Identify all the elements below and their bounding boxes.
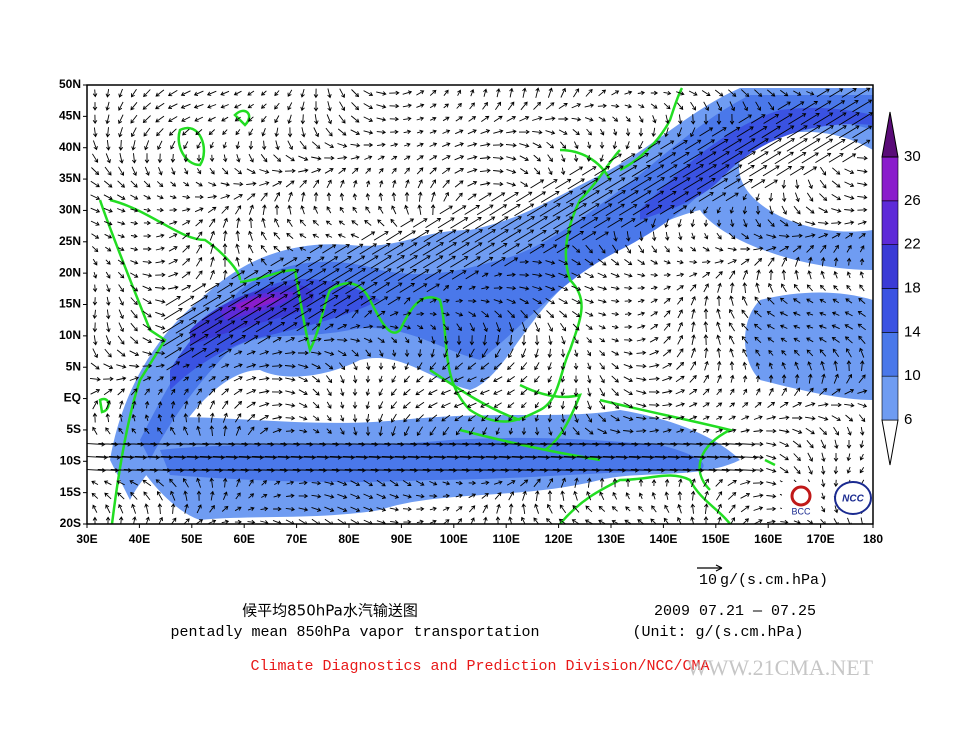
coast-australia — [559, 474, 732, 524]
colorbar-label: 30 — [904, 148, 921, 165]
vector-arrows — [87, 87, 873, 524]
watermark: WWW.21CMA.NET — [687, 655, 874, 680]
lat-label: 35N — [59, 171, 81, 185]
colorbar-box — [881, 156, 899, 202]
coastlines — [98, 87, 776, 524]
unit-note: (Unit: g/(s.cm.hPa) — [632, 624, 803, 641]
credit: Climate Diagnostics and Prediction Divis… — [250, 658, 709, 675]
coast-lakes — [98, 109, 776, 467]
lat-label: 10S — [60, 453, 81, 467]
coast-seasia — [368, 149, 621, 423]
colorbar-box — [881, 288, 899, 333]
lon-label: 170E — [807, 532, 835, 546]
reference-magnitude: 10 — [699, 572, 717, 589]
axis-ticks: 50N 45N 40N 35N 30N 25N 20N 15N 10N 5N EQ 5S 10S 15S 2… — [59, 77, 883, 546]
lon-label: 60E — [234, 532, 255, 546]
lon-label: 130E — [597, 532, 625, 546]
lon-label: 30E — [76, 532, 97, 546]
colorbar-box — [881, 375, 899, 421]
colorbar-label: 14 — [904, 323, 921, 340]
lon-label: 120E — [545, 532, 573, 546]
lon-label: 180 — [863, 532, 883, 546]
lat-label: 15S — [60, 485, 81, 499]
lon-label: 160E — [754, 532, 782, 546]
colorbar-label: 26 — [904, 192, 921, 209]
lat-label: 30N — [59, 203, 81, 217]
logo-ncc-mark — [834, 481, 872, 515]
lat-label: 20N — [59, 265, 81, 279]
vector-field — [87, 87, 873, 524]
coast-maritime — [429, 368, 734, 491]
lon-label: 110E — [493, 532, 520, 546]
lon-label: 140E — [649, 532, 677, 546]
lon-label: 50E — [181, 532, 202, 546]
lon-label: 40E — [129, 532, 150, 546]
lon-label: 80E — [338, 532, 359, 546]
colorbar-label: 18 — [904, 279, 921, 296]
colorbar-label: 22 — [904, 236, 921, 253]
lon-label: 70E — [286, 532, 307, 546]
colorbar-box — [881, 332, 899, 377]
lat-label: 15N — [59, 297, 81, 311]
lat-label: 45N — [59, 109, 81, 123]
title-en: pentadly mean 850hPa vapor transportatio… — [170, 624, 539, 641]
logo-ncc: NCC — [842, 494, 864, 505]
shade-l2-south — [160, 437, 704, 483]
lon-label: 150E — [702, 532, 730, 546]
reference-arrowhead — [715, 564, 723, 572]
date: 2009 07.21 — 07.25 — [654, 603, 816, 620]
lat-label: 40N — [59, 140, 81, 154]
colorbar-box — [881, 244, 899, 289]
logo-bcc: BCC — [791, 506, 811, 516]
lat-label: 5S — [66, 422, 81, 436]
colorbar-label: 10 — [904, 367, 921, 384]
shade-l3 — [170, 107, 873, 391]
lat-label: 50N — [59, 77, 81, 91]
colorbar: 6 10 14 18 22 26 30 — [881, 111, 921, 466]
colorbar-box — [881, 200, 899, 245]
lat-label: 5N — [66, 359, 81, 373]
logos: BCC NCC — [782, 481, 872, 518]
lat-label: EQ — [64, 391, 81, 405]
lat-label: 25N — [59, 234, 81, 248]
lat-label: 20S — [60, 516, 81, 530]
lat-label: 10N — [59, 328, 81, 342]
reference-unit: g/(s.cm.hPa) — [720, 572, 828, 589]
lon-label: 100E — [440, 532, 468, 546]
title-cn: 候平均850hPa水汽输送图 — [242, 602, 418, 620]
shade-l6 — [235, 297, 280, 310]
coast-africa-arabia — [98, 198, 242, 524]
lon-label: 90E — [391, 532, 412, 546]
colorbar-label: 6 — [904, 411, 912, 428]
logo-bcc-mark — [790, 485, 812, 507]
shade-east — [745, 292, 873, 400]
colorbar-high — [881, 111, 899, 158]
